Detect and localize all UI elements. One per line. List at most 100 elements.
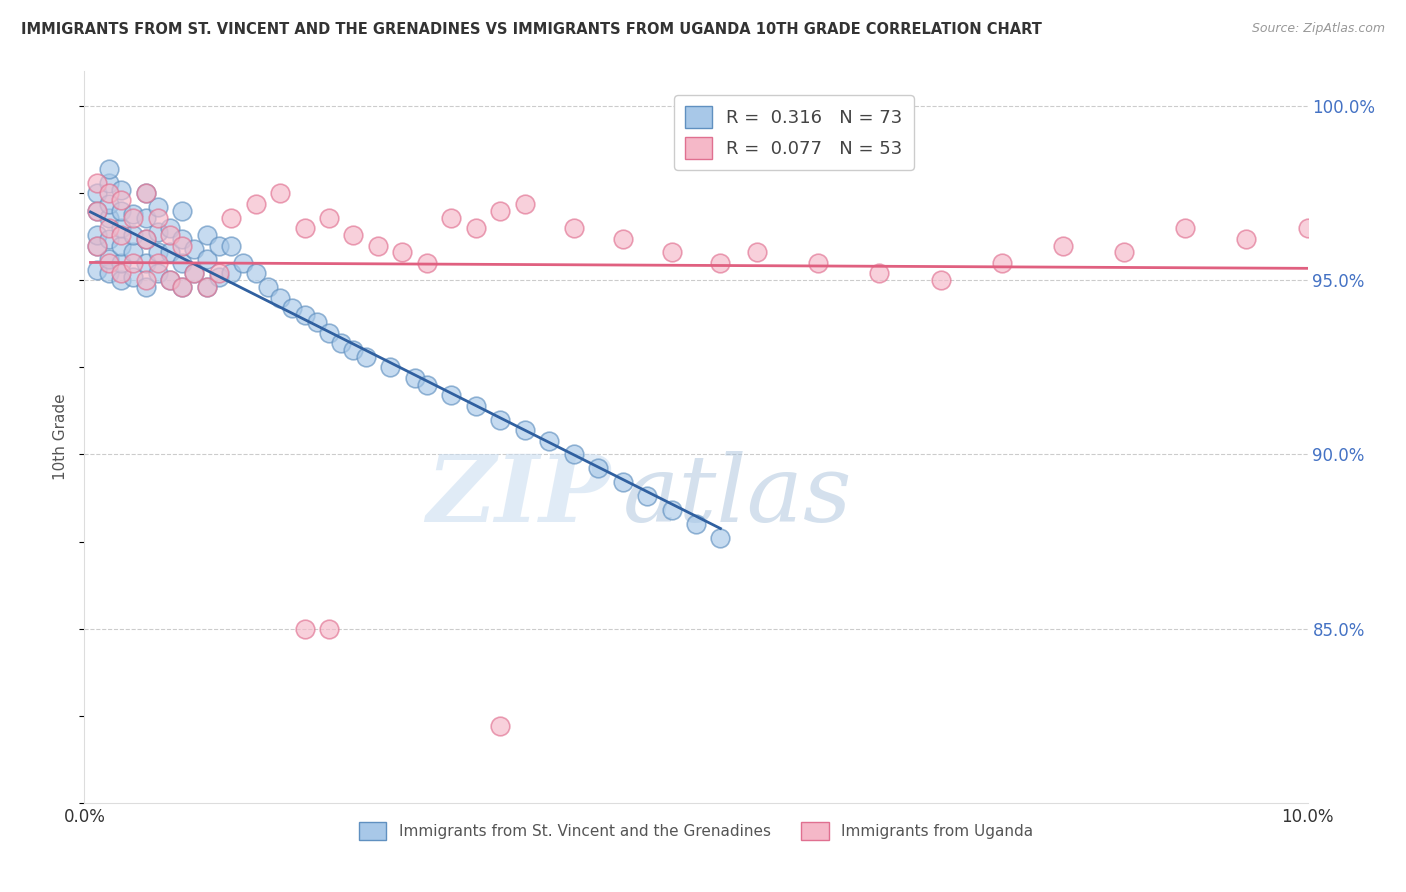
Point bbox=[86, 176, 108, 190]
Point bbox=[146, 211, 169, 225]
Point bbox=[97, 266, 120, 280]
Text: Source: ZipAtlas.com: Source: ZipAtlas.com bbox=[1251, 22, 1385, 36]
Point bbox=[208, 238, 231, 252]
Point bbox=[489, 203, 512, 218]
Point bbox=[122, 207, 145, 221]
Point bbox=[219, 238, 242, 252]
Point bbox=[586, 461, 609, 475]
Point bbox=[612, 475, 634, 490]
Point bbox=[562, 221, 585, 235]
Point bbox=[232, 256, 254, 270]
Point bbox=[294, 622, 316, 636]
Point bbox=[562, 448, 585, 462]
Legend: Immigrants from St. Vincent and the Grenadines, Immigrants from Uganda: Immigrants from St. Vincent and the Gren… bbox=[353, 815, 1039, 847]
Text: IMMIGRANTS FROM ST. VINCENT AND THE GRENADINES VS IMMIGRANTS FROM UGANDA 10TH GR: IMMIGRANTS FROM ST. VINCENT AND THE GREN… bbox=[21, 22, 1042, 37]
Point bbox=[1114, 245, 1136, 260]
Point bbox=[807, 256, 830, 270]
Point bbox=[159, 273, 181, 287]
Point bbox=[146, 256, 169, 270]
Point bbox=[208, 266, 231, 280]
Point bbox=[440, 211, 463, 225]
Point bbox=[195, 228, 218, 243]
Point bbox=[489, 719, 512, 733]
Point bbox=[97, 231, 120, 245]
Point bbox=[86, 186, 108, 201]
Point bbox=[464, 221, 486, 235]
Point bbox=[513, 423, 536, 437]
Point bbox=[416, 377, 439, 392]
Point bbox=[122, 245, 145, 260]
Point bbox=[86, 263, 108, 277]
Point bbox=[318, 211, 340, 225]
Point bbox=[146, 245, 169, 260]
Point bbox=[294, 221, 316, 235]
Point bbox=[661, 503, 683, 517]
Point bbox=[146, 200, 169, 214]
Point bbox=[464, 399, 486, 413]
Point bbox=[135, 186, 157, 201]
Point bbox=[135, 211, 157, 225]
Point bbox=[440, 388, 463, 402]
Point bbox=[135, 280, 157, 294]
Point bbox=[172, 256, 194, 270]
Point bbox=[929, 273, 952, 287]
Point bbox=[159, 221, 181, 235]
Point bbox=[354, 350, 377, 364]
Point bbox=[110, 256, 132, 270]
Point bbox=[135, 186, 157, 201]
Point bbox=[110, 183, 132, 197]
Point bbox=[195, 280, 218, 294]
Point bbox=[110, 221, 132, 235]
Point bbox=[135, 231, 157, 245]
Point bbox=[97, 196, 120, 211]
Point bbox=[183, 266, 205, 280]
Point bbox=[110, 238, 132, 252]
Point bbox=[245, 266, 267, 280]
Point bbox=[135, 231, 157, 245]
Point bbox=[172, 280, 194, 294]
Point bbox=[159, 228, 181, 243]
Point bbox=[183, 266, 205, 280]
Point bbox=[146, 225, 169, 239]
Point bbox=[367, 238, 389, 252]
Point bbox=[122, 211, 145, 225]
Point bbox=[661, 245, 683, 260]
Point bbox=[110, 273, 132, 287]
Point bbox=[257, 280, 280, 294]
Point bbox=[97, 161, 120, 176]
Point bbox=[636, 489, 658, 503]
Point bbox=[318, 622, 340, 636]
Text: atlas: atlas bbox=[623, 450, 852, 541]
Text: ZIP: ZIP bbox=[426, 450, 610, 541]
Point bbox=[172, 203, 194, 218]
Point bbox=[747, 245, 769, 260]
Point bbox=[110, 228, 132, 243]
Point bbox=[538, 434, 561, 448]
Point bbox=[97, 186, 120, 201]
Point bbox=[86, 228, 108, 243]
Point bbox=[159, 245, 181, 260]
Point bbox=[219, 211, 242, 225]
Point bbox=[342, 228, 364, 243]
Point bbox=[86, 238, 108, 252]
Point bbox=[183, 242, 205, 256]
Point bbox=[1052, 238, 1074, 252]
Point bbox=[97, 221, 120, 235]
Point bbox=[86, 203, 108, 218]
Point bbox=[269, 291, 291, 305]
Point bbox=[245, 196, 267, 211]
Point bbox=[685, 517, 707, 532]
Point bbox=[122, 269, 145, 284]
Point bbox=[97, 176, 120, 190]
Point bbox=[489, 412, 512, 426]
Point bbox=[219, 266, 242, 280]
Point bbox=[709, 531, 731, 545]
Point bbox=[159, 273, 181, 287]
Point bbox=[513, 196, 536, 211]
Point bbox=[86, 238, 108, 252]
Point bbox=[172, 280, 194, 294]
Point bbox=[172, 238, 194, 252]
Point bbox=[281, 301, 304, 316]
Point bbox=[342, 343, 364, 357]
Point bbox=[135, 256, 157, 270]
